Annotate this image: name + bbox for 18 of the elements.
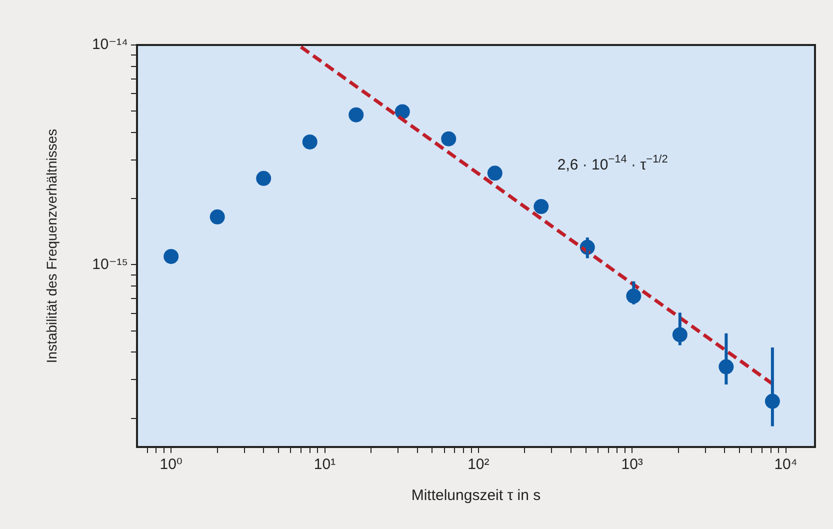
- point: [394, 104, 410, 120]
- point: [487, 166, 502, 181]
- y-axis-title: Instabilität des Frequenzverhältnisses: [43, 128, 60, 364]
- y-tick-label: 10⁻¹⁴: [92, 36, 128, 54]
- point: [534, 199, 549, 214]
- x-tick-label: 10¹: [314, 456, 336, 474]
- point: [302, 134, 318, 150]
- y-tick-label: 10⁻¹⁵: [92, 256, 128, 273]
- point: [210, 209, 225, 224]
- point: [256, 170, 272, 186]
- point: [348, 107, 364, 122]
- x-tick-label: 10³: [621, 456, 643, 474]
- point: [441, 131, 456, 146]
- point: [164, 248, 179, 264]
- x-tick-label: 10⁰: [160, 456, 182, 474]
- x-tick-label: 10⁴: [774, 456, 798, 474]
- x-axis-title: Mittelungszeit τ in s: [411, 487, 541, 504]
- x-tick-label: 10²: [468, 456, 490, 474]
